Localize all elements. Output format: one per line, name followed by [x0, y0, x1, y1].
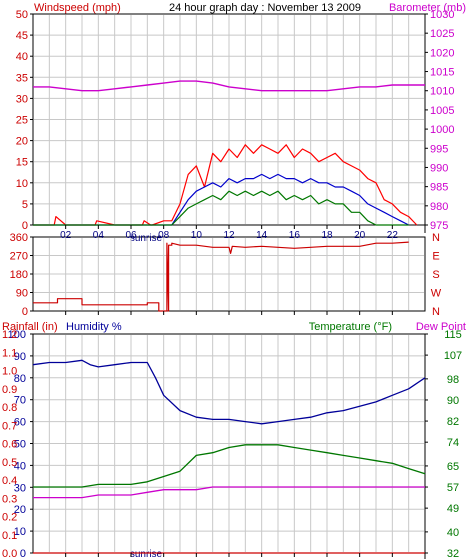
rain-tick-label-6: 0.6 [2, 439, 17, 451]
temp-tick-label-5: 74 [447, 437, 459, 449]
x-tick-label-p0-4: 10 [191, 230, 203, 241]
baro-tick-label-11: 1030 [430, 9, 454, 21]
wind-tick-label-5: 25 [16, 115, 28, 127]
rain-tick-label-0: 0.0 [2, 548, 17, 559]
x-tick-label-p0-3: 08 [158, 230, 170, 241]
series-line-humidity [32, 359, 426, 425]
x-tick-label-p0-5: 12 [223, 230, 235, 241]
dir-tick-label-4: 360 [10, 232, 28, 244]
humidity-tick-label-10: 100 [8, 329, 26, 341]
temp-tick-label-2: 49 [447, 503, 459, 515]
x-tick-label-p0-10: 22 [387, 230, 399, 241]
temp-tick-label-6: 82 [447, 416, 459, 428]
rain-tick-label-2: 0.2 [2, 512, 17, 524]
temp-tick-label-7: 90 [447, 395, 459, 407]
rain-tick-label-5: 0.5 [2, 457, 17, 469]
baro-tick-label-0: 975 [430, 220, 448, 232]
temp-tick-label-10: 115 [444, 329, 462, 341]
rain-tick-label-10: 1.0 [2, 366, 17, 378]
compass-label-1: W [431, 288, 442, 300]
sunrise-label-top: sunrise [130, 233, 163, 244]
windspeed-axis-title: Windspeed (mph) [34, 2, 121, 14]
wind-tick-label-3: 15 [16, 157, 28, 169]
x-tick-label-p0-1: 04 [93, 230, 105, 241]
humidity-tick-label-5: 50 [14, 439, 26, 451]
humidity-tick-label-3: 30 [14, 482, 26, 494]
humidity-tick-label-9: 90 [14, 351, 26, 363]
wind-tick-label-8: 40 [16, 51, 28, 63]
baro-tick-label-6: 1005 [430, 105, 454, 117]
series-line-direction [33, 241, 409, 312]
baro-tick-label-7: 1010 [430, 86, 454, 98]
temp-tick-label-8: 98 [447, 374, 459, 386]
dir-tick-label-1: 90 [16, 288, 28, 300]
humidity-tick-label-6: 60 [14, 417, 26, 429]
baro-tick-label-2: 985 [430, 182, 448, 194]
dewpoint-axis-title: Dew Point [416, 321, 466, 333]
temp-tick-label-4: 65 [447, 461, 459, 473]
compass-label-3: E [432, 251, 439, 263]
humidity-axis-title: Humidity % [66, 321, 122, 333]
rain-tick-label-7: 0.7 [2, 420, 17, 432]
wind-tick-label-1: 5 [22, 199, 28, 211]
compass-label-4: N [432, 232, 440, 244]
barometer-axis-title: Barometer (mb) [389, 2, 466, 14]
chart-marks: 0510152025303540455097598098599099510001… [2, 9, 462, 559]
temp-tick-label-9: 107 [444, 350, 462, 362]
rain-tick-label-8: 0.8 [2, 402, 17, 414]
humidity-tick-label-4: 40 [14, 460, 26, 472]
graph-title: 24 hour graph day : November 13 2009 [169, 2, 361, 14]
rain-tick-label-11: 1.1 [2, 347, 17, 359]
humidity-tick-label-0: 0 [20, 548, 26, 559]
rain-tick-label-1: 0.1 [2, 530, 17, 542]
temp-tick-label-3: 57 [447, 482, 459, 494]
temp-tick-label-0: 32 [447, 548, 459, 559]
baro-tick-label-3: 990 [430, 162, 448, 174]
compass-label-0: N [432, 306, 440, 318]
baro-tick-label-1: 980 [430, 201, 448, 213]
series-line-dewpoint [33, 486, 425, 499]
wind-tick-label-7: 35 [16, 72, 28, 84]
compass-label-2: S [432, 269, 439, 281]
x-tick-label-p0-6: 14 [256, 230, 268, 241]
wind-tick-label-2: 10 [16, 178, 28, 190]
series-line-wind_avg [33, 173, 409, 226]
x-tick-label-p0-0: 02 [60, 230, 72, 241]
dir-tick-label-3: 270 [10, 251, 28, 263]
rain-tick-label-12: 1.2 [2, 329, 17, 341]
dir-tick-label-0: 0 [22, 306, 28, 318]
humidity-tick-label-1: 10 [14, 526, 26, 538]
baro-tick-label-10: 1025 [430, 28, 454, 40]
wind-tick-label-6: 30 [16, 93, 28, 105]
wind-tick-label-10: 50 [16, 9, 28, 21]
rain-tick-label-9: 0.9 [2, 384, 17, 396]
humidity-tick-label-8: 80 [14, 373, 26, 385]
x-tick-label-p0-8: 18 [321, 230, 333, 241]
sunrise-label-bottom: sunrise [130, 549, 163, 559]
x-tick-label-p0-9: 20 [354, 230, 366, 241]
wind-tick-label-4: 20 [16, 136, 28, 148]
baro-tick-label-9: 1020 [430, 47, 454, 59]
x-tick-label-p0-7: 16 [289, 230, 301, 241]
baro-tick-label-5: 1000 [430, 124, 454, 136]
rain-tick-label-4: 0.4 [2, 475, 17, 487]
rainfall-axis-title: Rainfall (in) [2, 321, 58, 333]
rain-tick-label-3: 0.3 [2, 493, 17, 505]
humidity-tick-label-7: 70 [14, 395, 26, 407]
baro-tick-label-4: 995 [430, 143, 448, 155]
temperature-axis-title: Temperature (°F) [309, 321, 392, 333]
series-line-barometer [33, 80, 425, 92]
temp-tick-label-1: 40 [447, 527, 459, 539]
humidity-tick-label-2: 20 [14, 504, 26, 516]
series-line-wind_low [33, 190, 409, 226]
wind-tick-label-9: 45 [16, 30, 28, 42]
x-tick-label-p0-2: 06 [125, 230, 137, 241]
dir-tick-label-2: 180 [10, 269, 28, 281]
wind-tick-label-0: 0 [22, 220, 28, 232]
series-line-temperature [33, 444, 426, 488]
baro-tick-label-8: 1015 [430, 67, 454, 79]
